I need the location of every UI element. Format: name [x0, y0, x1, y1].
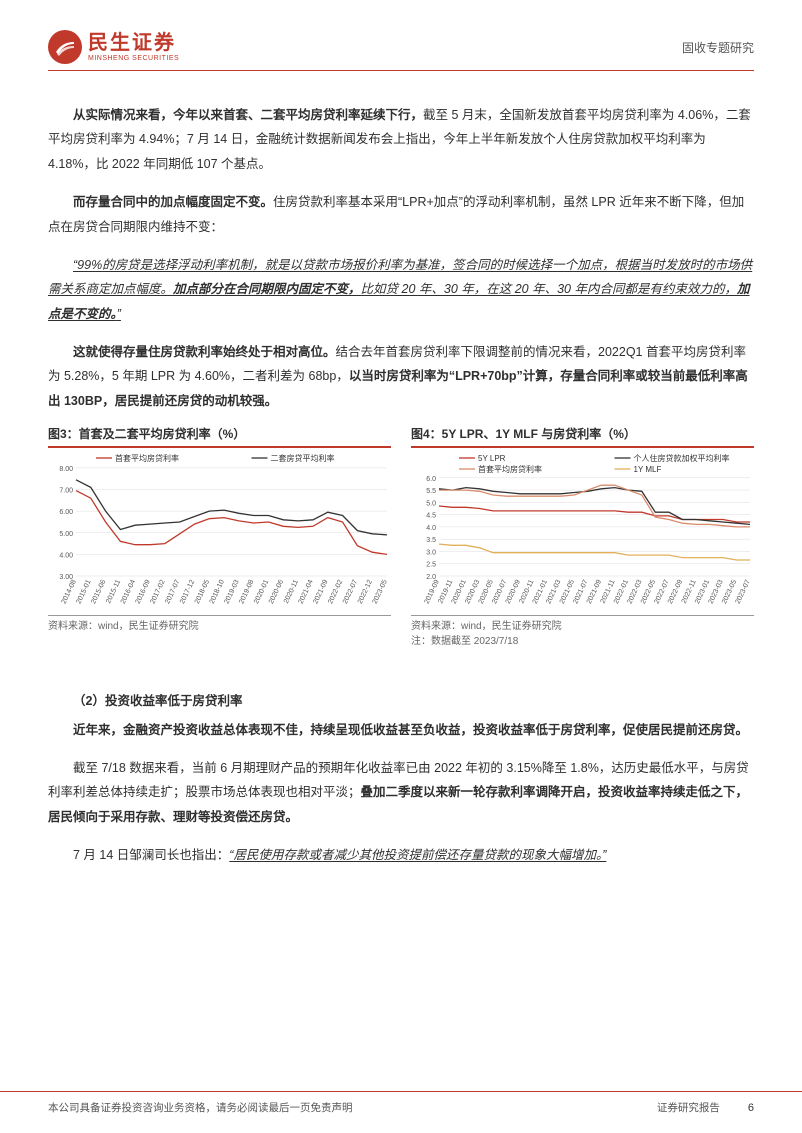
subsection-heading: （2）投资收益率低于房贷利率 — [48, 689, 754, 713]
chart-4-source: 资料来源：wind，民生证券研究院 注：数据截至 2023/7/18 — [411, 615, 754, 649]
paragraph-quote: “99%的房贷是选择浮动利率机制，就是以贷款市场报价利率为基准，签合同的时候选择… — [48, 253, 754, 326]
svg-text:4.00: 4.00 — [59, 553, 73, 560]
report-type: 固收专题研究 — [682, 39, 754, 56]
svg-text:4.0: 4.0 — [426, 525, 436, 532]
p2-lead: 而存量合同中的加点幅度固定不变。 — [73, 195, 273, 209]
chart-3-column: 图3：首套及二套平均房贷利率（%） 首套平均房贷利率二套房贷平均利率3.004.… — [48, 425, 391, 649]
body-text-block-2: （2）投资收益率低于房贷利率 近年来，金融资产投资收益总体表现不佳，持续呈现低收… — [48, 689, 754, 867]
paragraph-6: 截至 7/18 数据来看，当前 6 月期理财产品的预期年化收益率已由 2022 … — [48, 756, 754, 829]
paragraph-5: 近年来，金融资产投资收益总体表现不佳，持续呈现低收益甚至负收益，投资收益率低于房… — [48, 718, 754, 742]
paragraph-4: 这就使得存量住房贷款利率始终处于相对高位。结合去年首套房贷利率下限调整前的情况来… — [48, 340, 754, 413]
logo-name-en: MINSHENG SECURITIES — [88, 55, 179, 62]
chart-4-source-text: 资料来源：wind，民生证券研究院 — [411, 621, 562, 632]
svg-text:5.00: 5.00 — [59, 531, 73, 538]
chart-4-canvas: 5Y LPR个人住房贷款加权平均利率首套平均房贷利率1Y MLF2.02.53.… — [411, 452, 754, 612]
svg-text:6.00: 6.00 — [59, 509, 73, 516]
charts-row: 图3：首套及二套平均房贷利率（%） 首套平均房贷利率二套房贷平均利率3.004.… — [48, 425, 754, 649]
logo-swoosh-icon — [48, 30, 82, 64]
svg-text:二套房贷平均利率: 二套房贷平均利率 — [271, 453, 335, 463]
svg-text:3.5: 3.5 — [426, 537, 436, 544]
svg-text:8.00: 8.00 — [59, 466, 73, 473]
page-header: 民生证券 MINSHENG SECURITIES 固收专题研究 — [48, 30, 754, 71]
paragraph-2: 而存量合同中的加点幅度固定不变。住房贷款利率基本采用“LPR+加点”的浮动利率机… — [48, 190, 754, 239]
p5: 近年来，金融资产投资收益总体表现不佳，持续呈现低收益甚至负收益，投资收益率低于房… — [73, 723, 748, 737]
svg-text:2.5: 2.5 — [426, 562, 436, 569]
svg-text:4.5: 4.5 — [426, 513, 436, 520]
chart-3-canvas: 首套平均房贷利率二套房贷平均利率3.004.005.006.007.008.00… — [48, 452, 391, 612]
svg-text:5.0: 5.0 — [426, 500, 436, 507]
chart-3-title: 图3：首套及二套平均房贷利率（%） — [48, 427, 245, 441]
svg-text:2023-05: 2023-05 — [372, 579, 389, 605]
svg-text:首套平均房贷利率: 首套平均房贷利率 — [115, 453, 179, 463]
svg-text:5.5: 5.5 — [426, 488, 436, 495]
footer-report-label: 证券研究报告 — [657, 1100, 720, 1115]
footer-disclaimer: 本公司具备证券投资咨询业务资格，请务必阅读最后一页免责声明 — [48, 1100, 353, 1115]
p4-lead: 这就使得存量住房贷款利率始终处于相对高位。 — [73, 345, 336, 359]
chart-4-note: 注：数据截至 2023/7/18 — [411, 636, 518, 647]
svg-text:1Y MLF: 1Y MLF — [634, 465, 662, 474]
page-number: 6 — [748, 1102, 754, 1114]
paragraph-7: 7 月 14 日邹澜司长也指出：“居民使用存款或者减少其他投资提前偿还存量贷款的… — [48, 843, 754, 867]
svg-text:7.00: 7.00 — [59, 488, 73, 495]
chart-3-source: 资料来源：wind，民生证券研究院 — [48, 615, 391, 634]
svg-text:6.0: 6.0 — [426, 476, 436, 483]
paragraph-1: 从实际情况来看，今年以来首套、二套平均房贷利率延续下行，截至 5 月末，全国新发… — [48, 103, 754, 176]
logo-name-cn: 民生证券 — [88, 33, 179, 53]
svg-text:5Y LPR: 5Y LPR — [478, 454, 506, 463]
quote-c: 比如贷 20 年、30 年，在这 20 年、30 年内合同都是有约束效力的， — [361, 282, 737, 296]
p7-a: 7 月 14 日邹澜司长也指出： — [73, 848, 229, 862]
company-logo: 民生证券 MINSHENG SECURITIES — [48, 30, 179, 64]
page-footer: 本公司具备证券投资咨询业务资格，请务必阅读最后一页免责声明 证券研究报告 6 — [0, 1091, 802, 1115]
svg-text:3.0: 3.0 — [426, 550, 436, 557]
svg-text:个人住房贷款加权平均利率: 个人住房贷款加权平均利率 — [634, 453, 730, 463]
chart-4-title: 图4：5Y LPR、1Y MLF 与房贷利率（%） — [411, 427, 636, 441]
chart-4-column: 图4：5Y LPR、1Y MLF 与房贷利率（%） 5Y LPR 个人住房贷款加权… — [411, 425, 754, 649]
svg-text:首套平均房贷利率: 首套平均房贷利率 — [478, 464, 542, 474]
p1-lead: 从实际情况来看，今年以来首套、二套平均房贷利率延续下行， — [73, 108, 423, 122]
quote-e: ” — [117, 307, 121, 321]
quote-b: 加点部分在合同期限内固定不变， — [173, 282, 361, 296]
p7-quote: “居民使用存款或者减少其他投资提前偿还存量贷款的现象大幅增加。” — [229, 848, 606, 862]
body-text-block: 从实际情况来看，今年以来首套、二套平均房贷利率延续下行，截至 5 月末，全国新发… — [48, 103, 754, 413]
